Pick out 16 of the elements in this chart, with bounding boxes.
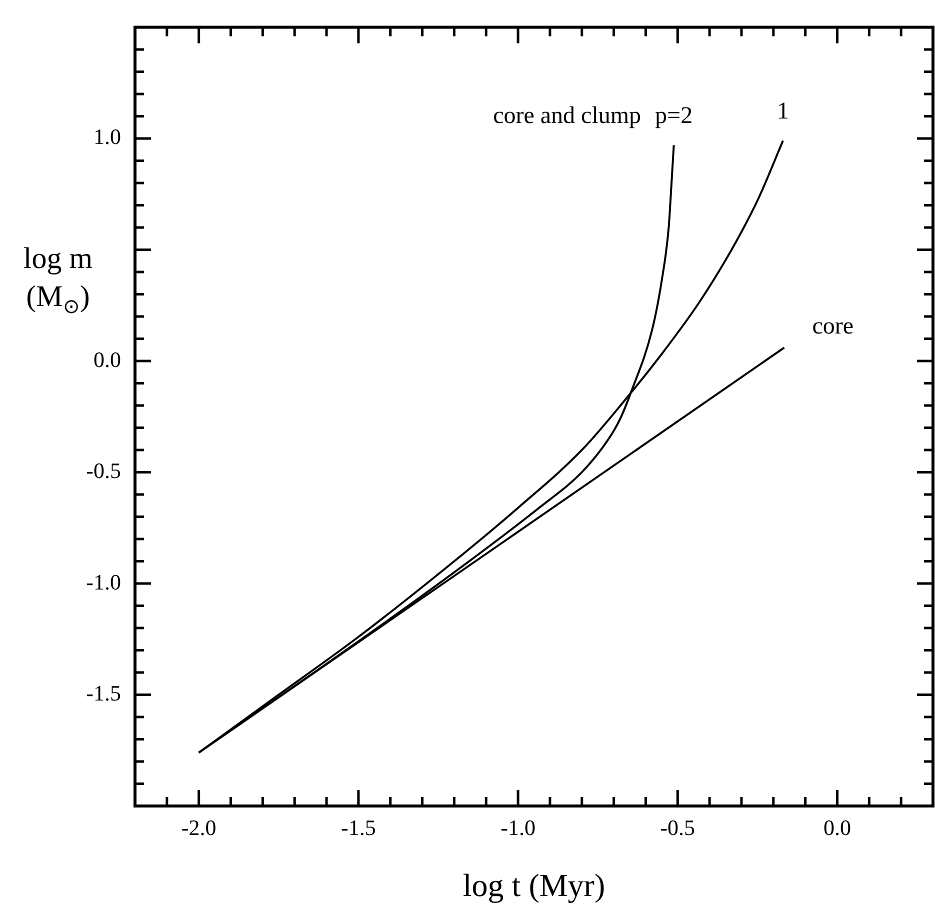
x-tick-label: -1.5 bbox=[341, 814, 376, 840]
y-tick-label: -1.0 bbox=[86, 569, 121, 594]
series-label: p=2 bbox=[655, 103, 693, 130]
y-axis-title: log m (M$_{⊙}$) bbox=[22, 241, 94, 320]
y-tick-label: -1.5 bbox=[86, 680, 121, 706]
x-axis-title: log t (Myr) bbox=[462, 867, 606, 904]
y-tick-label: 0.0 bbox=[94, 346, 121, 372]
x-tick-label: -0.5 bbox=[660, 814, 696, 840]
series-label: 1 bbox=[776, 98, 789, 125]
x-tick-label: -2.0 bbox=[181, 814, 216, 840]
x-tick-label: 0.0 bbox=[823, 814, 851, 840]
annotation: core and clump bbox=[493, 103, 642, 130]
y-tick-label: 1.0 bbox=[94, 124, 121, 150]
y-tick-label: -0.5 bbox=[86, 458, 121, 484]
series-label: core bbox=[812, 314, 854, 340]
x-tick-label: -1.0 bbox=[500, 814, 536, 840]
